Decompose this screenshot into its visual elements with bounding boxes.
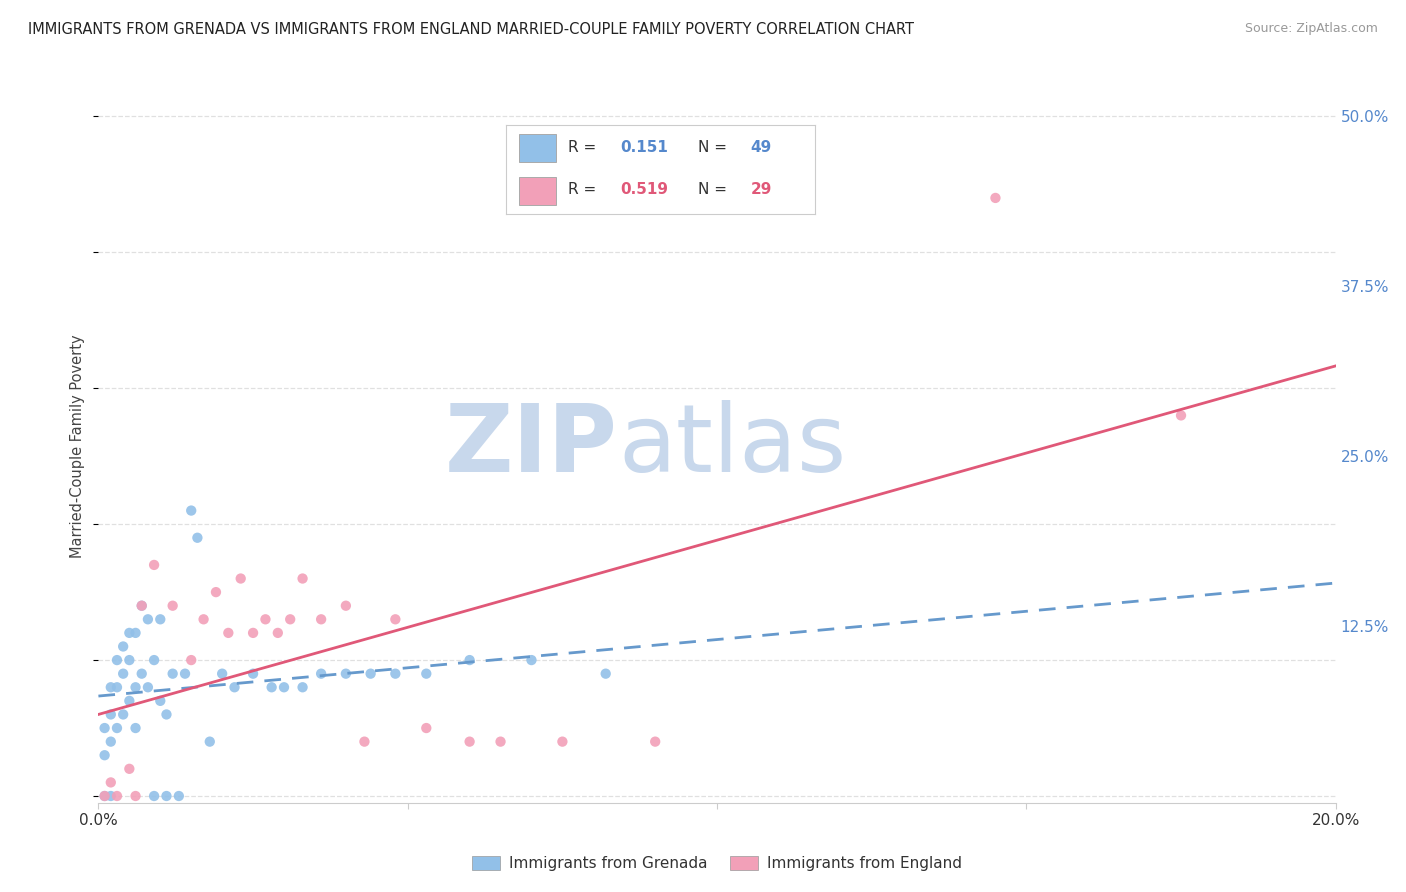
Point [131,666,153,681]
Point [100,707,122,722]
Point [155,707,177,722]
Point [291,680,314,694]
Point [100,775,122,789]
Point [149,612,172,626]
Point [112,640,135,654]
Point [260,680,283,694]
Point [415,666,437,681]
Point [124,721,146,735]
Point [242,626,264,640]
Point [180,503,202,517]
Point [205,585,228,599]
Text: IMMIGRANTS FROM GRENADA VS IMMIGRANTS FROM ENGLAND MARRIED-COUPLE FAMILY POVERTY: IMMIGRANTS FROM GRENADA VS IMMIGRANTS FR… [28,22,914,37]
Point [984,191,1007,205]
Point [193,612,215,626]
Point [118,626,141,640]
Point [335,599,357,613]
Point [1170,409,1192,423]
Point [93,789,115,803]
Point [242,666,264,681]
Text: 49: 49 [751,140,772,155]
Text: ZIP: ZIP [446,400,619,492]
Point [174,666,197,681]
Point [415,721,437,735]
Point [93,721,115,735]
Point [273,680,295,694]
Text: 0.519: 0.519 [620,182,669,196]
Point [100,789,122,803]
Point [112,666,135,681]
Point [105,789,128,803]
Text: Source: ZipAtlas.com: Source: ZipAtlas.com [1244,22,1378,36]
Point [162,666,184,681]
Point [360,666,382,681]
Point [124,789,146,803]
Point [93,789,115,803]
Point [131,599,153,613]
Point [180,653,202,667]
Point [644,734,666,748]
Point [118,694,141,708]
Point [118,762,141,776]
Text: R =: R = [568,140,602,155]
Text: atlas: atlas [619,400,846,492]
Point [100,680,122,694]
FancyBboxPatch shape [519,177,555,205]
Point [167,789,190,803]
Point [384,612,406,626]
Point [291,572,314,586]
Point [112,707,135,722]
Point [149,694,172,708]
Point [143,558,166,572]
Point [595,666,617,681]
Point [105,680,128,694]
Point [353,734,375,748]
Point [118,653,141,667]
Point [458,653,481,667]
Point [105,721,128,735]
Point [217,626,239,640]
Point [489,734,512,748]
Point [551,734,574,748]
Text: R =: R = [568,182,602,196]
Point [520,653,543,667]
Point [143,653,166,667]
Point [162,599,184,613]
Point [93,748,115,763]
Point [278,612,301,626]
Point [124,680,146,694]
Point [105,653,128,667]
Point [211,666,233,681]
Point [254,612,277,626]
Point [131,599,153,613]
Point [100,734,122,748]
Point [458,734,481,748]
Point [309,612,332,626]
Point [384,666,406,681]
Point [229,572,252,586]
Point [309,666,332,681]
Text: 0.151: 0.151 [620,140,668,155]
Point [124,626,146,640]
Point [136,680,159,694]
Point [198,734,221,748]
Text: 29: 29 [751,182,772,196]
Point [335,666,357,681]
Point [155,789,177,803]
Point [224,680,246,694]
Text: N =: N = [697,182,731,196]
Point [136,612,159,626]
Point [267,626,290,640]
Text: N =: N = [697,140,731,155]
FancyBboxPatch shape [519,134,555,162]
Legend: Immigrants from Grenada, Immigrants from England: Immigrants from Grenada, Immigrants from… [465,850,969,877]
Y-axis label: Married-Couple Family Poverty: Married-Couple Family Poverty [70,334,86,558]
Point [186,531,208,545]
Point [143,789,166,803]
